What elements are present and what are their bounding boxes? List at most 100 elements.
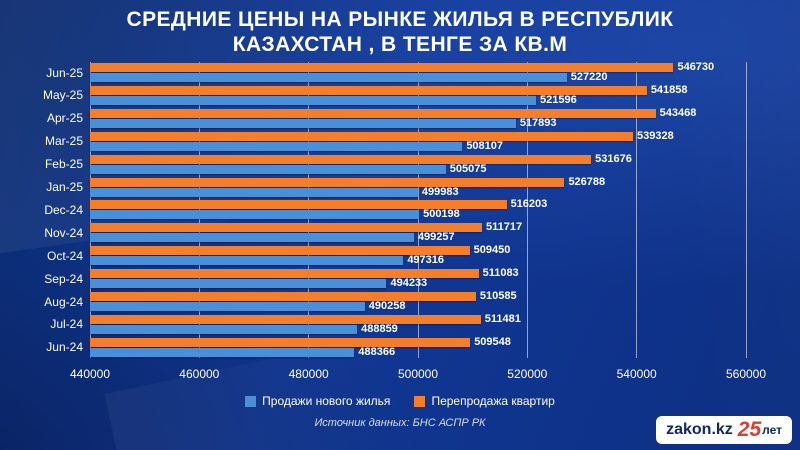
bar-group: 510585 490258 [90,290,746,313]
bar-group: 511717 499257 [90,221,746,244]
bar-line: 539328 [90,130,746,141]
bar-resale [90,154,592,164]
bar-value-label: 510585 [479,290,517,303]
chart-row: Sep-24 511083 494233 [14,268,746,289]
bar-line: 511481 [90,313,746,324]
bar-new-housing [90,118,516,128]
legend: Продажи нового жилья Перепродажа квартир [0,394,800,408]
bar-resale [90,177,565,187]
bar-new-housing [90,324,358,334]
bar-line: 508107 [90,139,746,152]
title-line-2: КАЗАХСТАН , В ТЕНГЕ ЗА КВ.М [232,33,568,56]
chart-row: May-25 541858 521596 [14,83,746,106]
gridlines [89,62,747,358]
chart-row: Dec-24 516203 500198 [14,199,746,220]
legend-item: Перепродажа квартир [414,394,555,408]
bar-resale [90,223,483,233]
bar-line: 505075 [90,163,746,174]
bar-resale [90,292,476,302]
bar-group: 516203 500198 [90,199,746,220]
bar-line: 490258 [90,300,746,313]
bar-group: 541858 521596 [90,83,746,106]
gridline [526,62,528,358]
category-label: Nov-24 [44,225,83,240]
bar-line: 510585 [90,290,746,303]
bar-value-label: 488366 [358,345,396,358]
bar-group: 511083 494233 [90,267,746,290]
bar-line: 499983 [90,186,746,197]
bar-line: 511083 [90,267,746,280]
page-title: СРЕДНИЕ ЦЕНЫ НА РЫНКЕ ЖИЛЬЯ В РЕСПУБЛИК … [0,7,800,57]
x-tick-label: 460000 [179,367,220,381]
bar-value-label: 527220 [570,71,608,83]
bar-line: 527220 [90,71,746,83]
category-label: Mar-25 [44,134,83,149]
chart-row: Feb-25 531676 505075 [14,153,746,175]
legend-swatch [414,395,426,407]
x-tick-label: 500000 [397,367,439,381]
bar-resale [90,246,470,256]
bar-line: 509548 [90,336,746,347]
bar-value-label: 508107 [466,139,504,152]
bar-value-label: 526788 [568,175,606,188]
bar-value-label: 521596 [540,93,577,106]
bar-line: 511717 [90,221,746,234]
bar-group: 526788 499983 [90,175,746,197]
bar-value-label: 499257 [417,231,455,244]
bar-group: 511481 488859 [90,313,746,335]
category-label: Jul-24 [50,317,83,332]
x-tick-label: 560000 [725,367,767,381]
gridline [417,62,419,358]
bar-line: 531676 [90,153,746,164]
bar-new-housing [90,256,404,266]
bar-resale [90,337,471,347]
chart-row: Apr-25 543468 517893 [14,106,746,129]
title-line-1: СРЕДНИЕ ЦЕНЫ НА РЫНКЕ ЖИЛЬЯ В РЕСПУБЛИК [126,8,674,31]
price-bar-chart: Jun-25 546730 527220 May-25 541858 521596 Apr-… [14,62,766,382]
data-source: Источник данных: БНС АСПР РК [314,417,486,429]
bar-value-label: 543468 [659,106,697,119]
category-label: Jun-24 [46,340,83,355]
bar-resale [90,200,507,210]
logo-anniversary-number: 25 [737,418,762,441]
bar-new-housing [90,233,414,243]
legend-label: Продажи нового жилья [262,394,391,408]
chart-row: Jun-25 546730 527220 [14,62,746,83]
bar-value-label: 488859 [361,322,398,335]
logo-anniversary-suffix: лет [762,422,782,437]
bar-resale [90,131,633,141]
plot-area: Jun-25 546730 527220 May-25 541858 521596 Apr-… [14,62,747,358]
bar-group: 531676 505075 [90,153,746,174]
category-label: Jun-25 [46,65,83,80]
bar-group: 509548 488366 [90,336,746,358]
bar-new-housing [90,279,387,289]
bar-resale [90,63,674,72]
bar-value-label: 511717 [486,221,523,234]
legend-label: Перепродажа квартир [431,394,555,408]
chart-row: Mar-25 539328 508107 [14,130,746,152]
gridline [89,62,91,358]
bar-new-housing [90,73,567,82]
category-label: Feb-25 [44,157,83,172]
bar-line: 546730 [90,62,746,73]
bar-line: 488366 [90,345,746,358]
bar-group: 546730 527220 [90,62,746,83]
gridline [308,62,310,358]
bar-resale [90,269,479,279]
gridline [636,62,638,358]
category-label: Jan-25 [46,180,83,195]
bar-value-label: 497316 [407,254,445,267]
bar-value-label: 511083 [482,267,519,280]
bar-line: 499257 [90,231,746,244]
chart-row: Oct-24 509450 497316 [14,245,746,266]
bar-value-label: 490258 [368,300,406,313]
logo-site-text: zakon.kz [666,420,733,438]
bar-line: 517893 [90,116,746,129]
bar-value-label: 494233 [390,277,428,290]
bar-value-label: 517893 [519,116,557,129]
bar-new-housing [90,141,463,151]
x-tick-label: 440000 [69,367,111,381]
bar-line: 488859 [90,322,746,335]
bar-value-label: 541858 [650,83,688,96]
